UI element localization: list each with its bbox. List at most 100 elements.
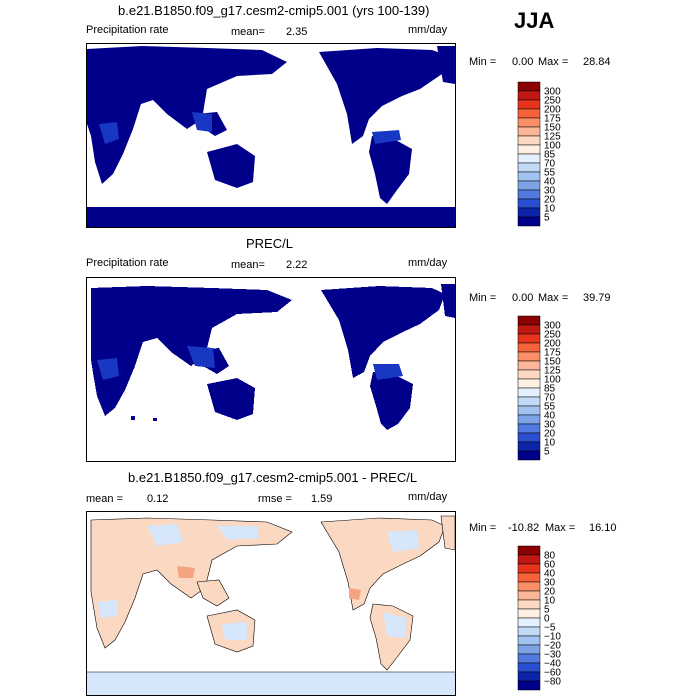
colorbar-tick-label: 10: [544, 438, 556, 449]
map-model: [86, 43, 456, 228]
colorbar-swatch: [517, 599, 541, 610]
colorbar-swatch: [517, 581, 541, 592]
panel-diff-min-label: Min =: [469, 522, 497, 534]
colorbar-swatch: [517, 369, 541, 380]
colorbar-swatch: [517, 144, 541, 155]
colorbar-tick-label: −80: [544, 677, 561, 688]
colorbar-tick-label: 30: [544, 420, 556, 431]
colorbar-swatch: [517, 171, 541, 182]
colorbar-obs: 300 250 200 175 150 125 100 85 70 55 40 30 20 10 5: [517, 315, 578, 464]
colorbar-swatch: [517, 342, 541, 353]
colorbar-tick-label: 80: [544, 551, 556, 562]
colorbar-tick-label: 5: [544, 605, 550, 616]
colorbar-tick-label: 85: [544, 384, 556, 395]
colorbar-swatch: [517, 90, 541, 101]
colorbar-swatch: [517, 117, 541, 128]
colorbar-tick-label: 60: [544, 560, 556, 571]
colorbar-swatch: [517, 108, 541, 119]
colorbar-swatch: [517, 396, 541, 407]
colorbar-swatch: [517, 126, 541, 137]
colorbar-swatch: [517, 432, 541, 443]
colorbar-tick-label: −10: [544, 632, 561, 643]
colorbar-tick-label: −40: [544, 659, 561, 670]
colorbar-tick-label: 55: [544, 402, 556, 413]
panel-model-max-value: 28.84: [583, 56, 611, 68]
colorbar-swatch: [517, 216, 541, 227]
colorbar-swatch: [517, 162, 541, 173]
panel-model-min-value: 0.00: [512, 56, 534, 68]
colorbar-swatch: [517, 662, 541, 673]
panel-model-mean-label: mean=: [231, 26, 265, 38]
colorbar-swatch: [517, 617, 541, 628]
colorbar-tick-label: 0: [544, 614, 550, 625]
map-diff: [86, 511, 456, 696]
panel-diff-max-label: Max =: [545, 522, 576, 534]
colorbar-tick-label: 10: [544, 596, 556, 607]
colorbar-swatch: [517, 554, 541, 565]
colorbar-tick-label: 100: [544, 375, 561, 386]
colorbar-swatch: [517, 441, 541, 452]
colorbar-swatch: [517, 405, 541, 416]
panel-model-variable: Precipitation rate: [86, 24, 169, 36]
colorbar-tick-label: 10: [544, 204, 556, 215]
panel-diff-min-value: -10.82: [508, 522, 540, 534]
panel-model-mean-value: 2.35: [286, 26, 308, 38]
panel-obs-min-value: 0.00: [512, 292, 534, 304]
colorbar-swatch: [517, 207, 541, 218]
colorbar-tick-label: 300: [544, 321, 561, 332]
panel-diff-mean-value: 0.12: [147, 493, 169, 505]
colorbar-swatch: [517, 626, 541, 637]
colorbar-swatch: [517, 81, 541, 92]
panel-model-units: mm/day: [408, 24, 448, 36]
colorbar-tick-label: −20: [544, 641, 561, 652]
colorbar-swatch: [517, 635, 541, 646]
colorbar-tick-label: 250: [544, 96, 561, 107]
colorbar-tick-label: 250: [544, 330, 561, 341]
panel-diff-title: b.e21.B1850.f09_g17.cesm2-cmip5.001 - PR…: [128, 470, 418, 485]
colorbar-swatch: [517, 315, 541, 326]
panel-diff-units: mm/day: [408, 491, 448, 503]
colorbar-swatch: [517, 378, 541, 389]
colorbar-tick-label: 20: [544, 429, 556, 440]
colorbar-swatch: [517, 333, 541, 344]
colorbar-tick-label: 40: [544, 177, 556, 188]
panel-diff-rmse-value: 1.59: [311, 493, 333, 505]
colorbar-swatch: [517, 351, 541, 362]
colorbar-swatch: [517, 653, 541, 664]
colorbar-model: 300 250 200 175 150 125 100 85 70 55 40 30 20 10 5: [517, 81, 578, 230]
colorbar-tick-label: 150: [544, 357, 561, 368]
colorbar-swatch: [517, 563, 541, 574]
colorbar-diff: 80 60 40 30 20 10 5 0 −5 −10 −20 −30 −40 −60 −80: [517, 545, 578, 694]
colorbar-swatch: [517, 414, 541, 425]
colorbar-tick-label: 200: [544, 339, 561, 350]
colorbar-tick-label: 20: [544, 587, 556, 598]
colorbar-tick-label: 5: [544, 447, 550, 458]
panel-obs-min-label: Min =: [469, 292, 497, 304]
colorbar-swatch: [517, 189, 541, 200]
panel-model-max-label: Max =: [538, 56, 569, 68]
colorbar-tick-label: −60: [544, 668, 561, 679]
colorbar-tick-label: 40: [544, 411, 556, 422]
colorbar-tick-label: 70: [544, 393, 556, 404]
panel-obs-title: PREC/L: [246, 236, 293, 251]
colorbar-tick-label: 55: [544, 168, 556, 179]
colorbar-tick-label: 40: [544, 569, 556, 580]
colorbar-swatch: [517, 324, 541, 335]
colorbar-tick-label: −5: [544, 623, 556, 634]
colorbar-tick-label: 85: [544, 150, 556, 161]
colorbar-swatch: [517, 153, 541, 164]
colorbar-swatch: [517, 387, 541, 398]
panel-diff-rmse-label: rmse =: [258, 493, 292, 505]
colorbar-swatch: [517, 135, 541, 146]
panel-obs-max-value: 39.79: [583, 292, 611, 304]
colorbar-swatch: [517, 180, 541, 191]
panel-obs-mean-label: mean=: [231, 259, 265, 271]
colorbar-tick-label: 100: [544, 141, 561, 152]
colorbar-swatch: [517, 680, 541, 691]
colorbar-swatch: [517, 608, 541, 619]
colorbar-tick-label: 200: [544, 105, 561, 116]
colorbar-tick-label: 300: [544, 87, 561, 98]
panel-diff-mean-label: mean =: [86, 493, 123, 505]
colorbar-tick-label: 30: [544, 186, 556, 197]
colorbar-tick-label: −30: [544, 650, 561, 661]
